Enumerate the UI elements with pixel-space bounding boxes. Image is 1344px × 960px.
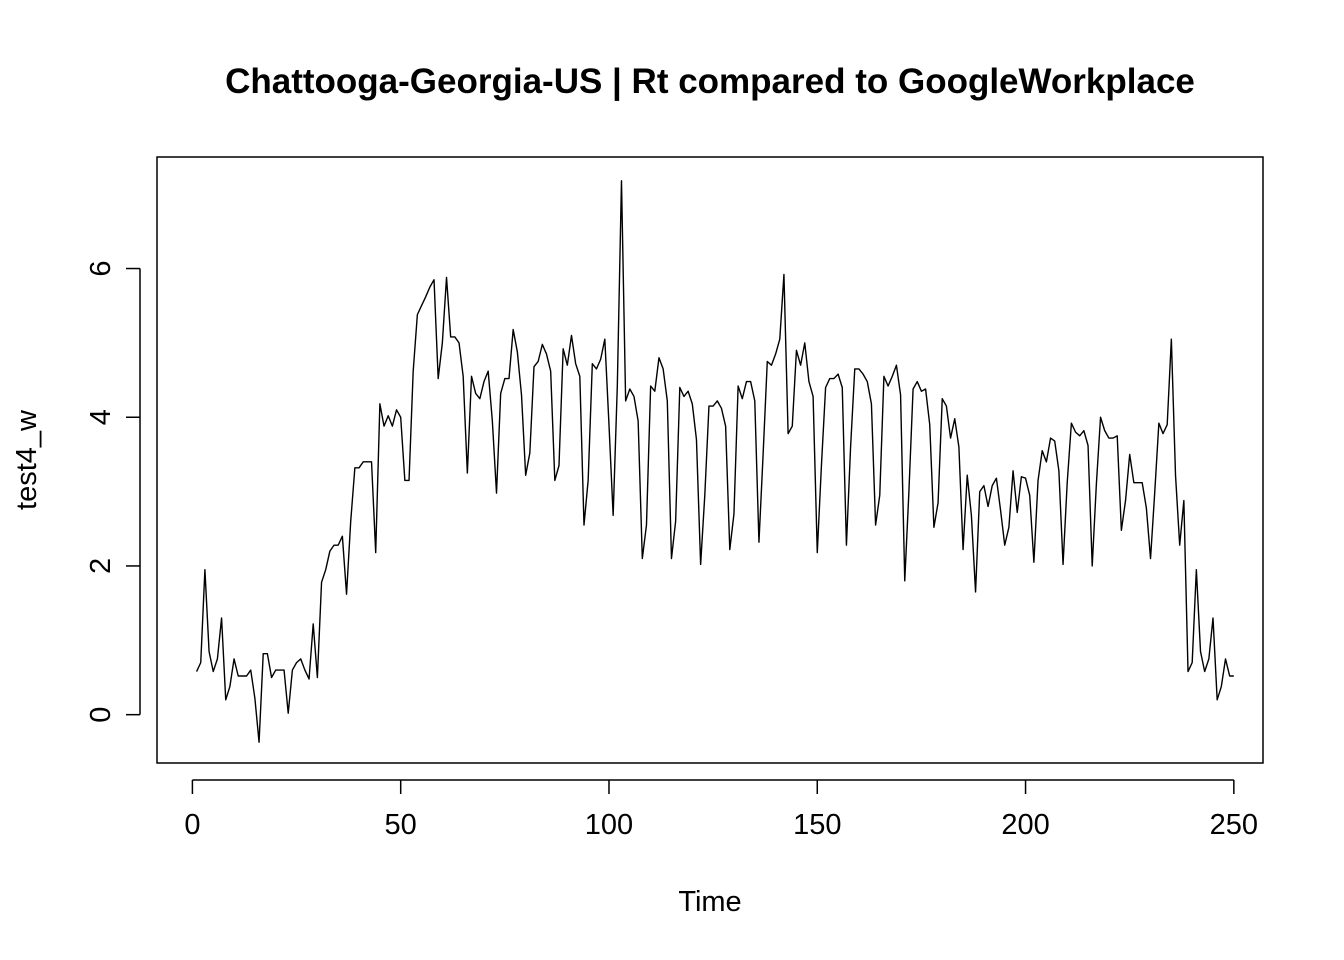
y-tick-label: 2 <box>85 558 117 574</box>
x-tick-label: 100 <box>585 809 633 841</box>
y-tick-label: 4 <box>85 409 117 425</box>
x-tick-label: 0 <box>184 809 200 841</box>
x-tick-label: 150 <box>793 809 841 841</box>
x-tick-label: 50 <box>385 809 417 841</box>
y-axis: 0 2 4 6 <box>85 260 141 723</box>
y-tick-label: 0 <box>85 707 117 723</box>
chart-title: Chattooga-Georgia-US | Rt compared to Go… <box>225 62 1195 101</box>
y-tick-label: 6 <box>85 260 117 276</box>
x-tick-label: 200 <box>1001 809 1049 841</box>
y-axis-label: test4_w <box>11 409 43 510</box>
x-axis-label: Time <box>678 886 741 918</box>
x-tick-label: 250 <box>1210 809 1258 841</box>
x-axis: 0 50 100 150 200 250 <box>184 779 1258 841</box>
series-line <box>195 180 1234 743</box>
plot-frame <box>156 156 1264 764</box>
